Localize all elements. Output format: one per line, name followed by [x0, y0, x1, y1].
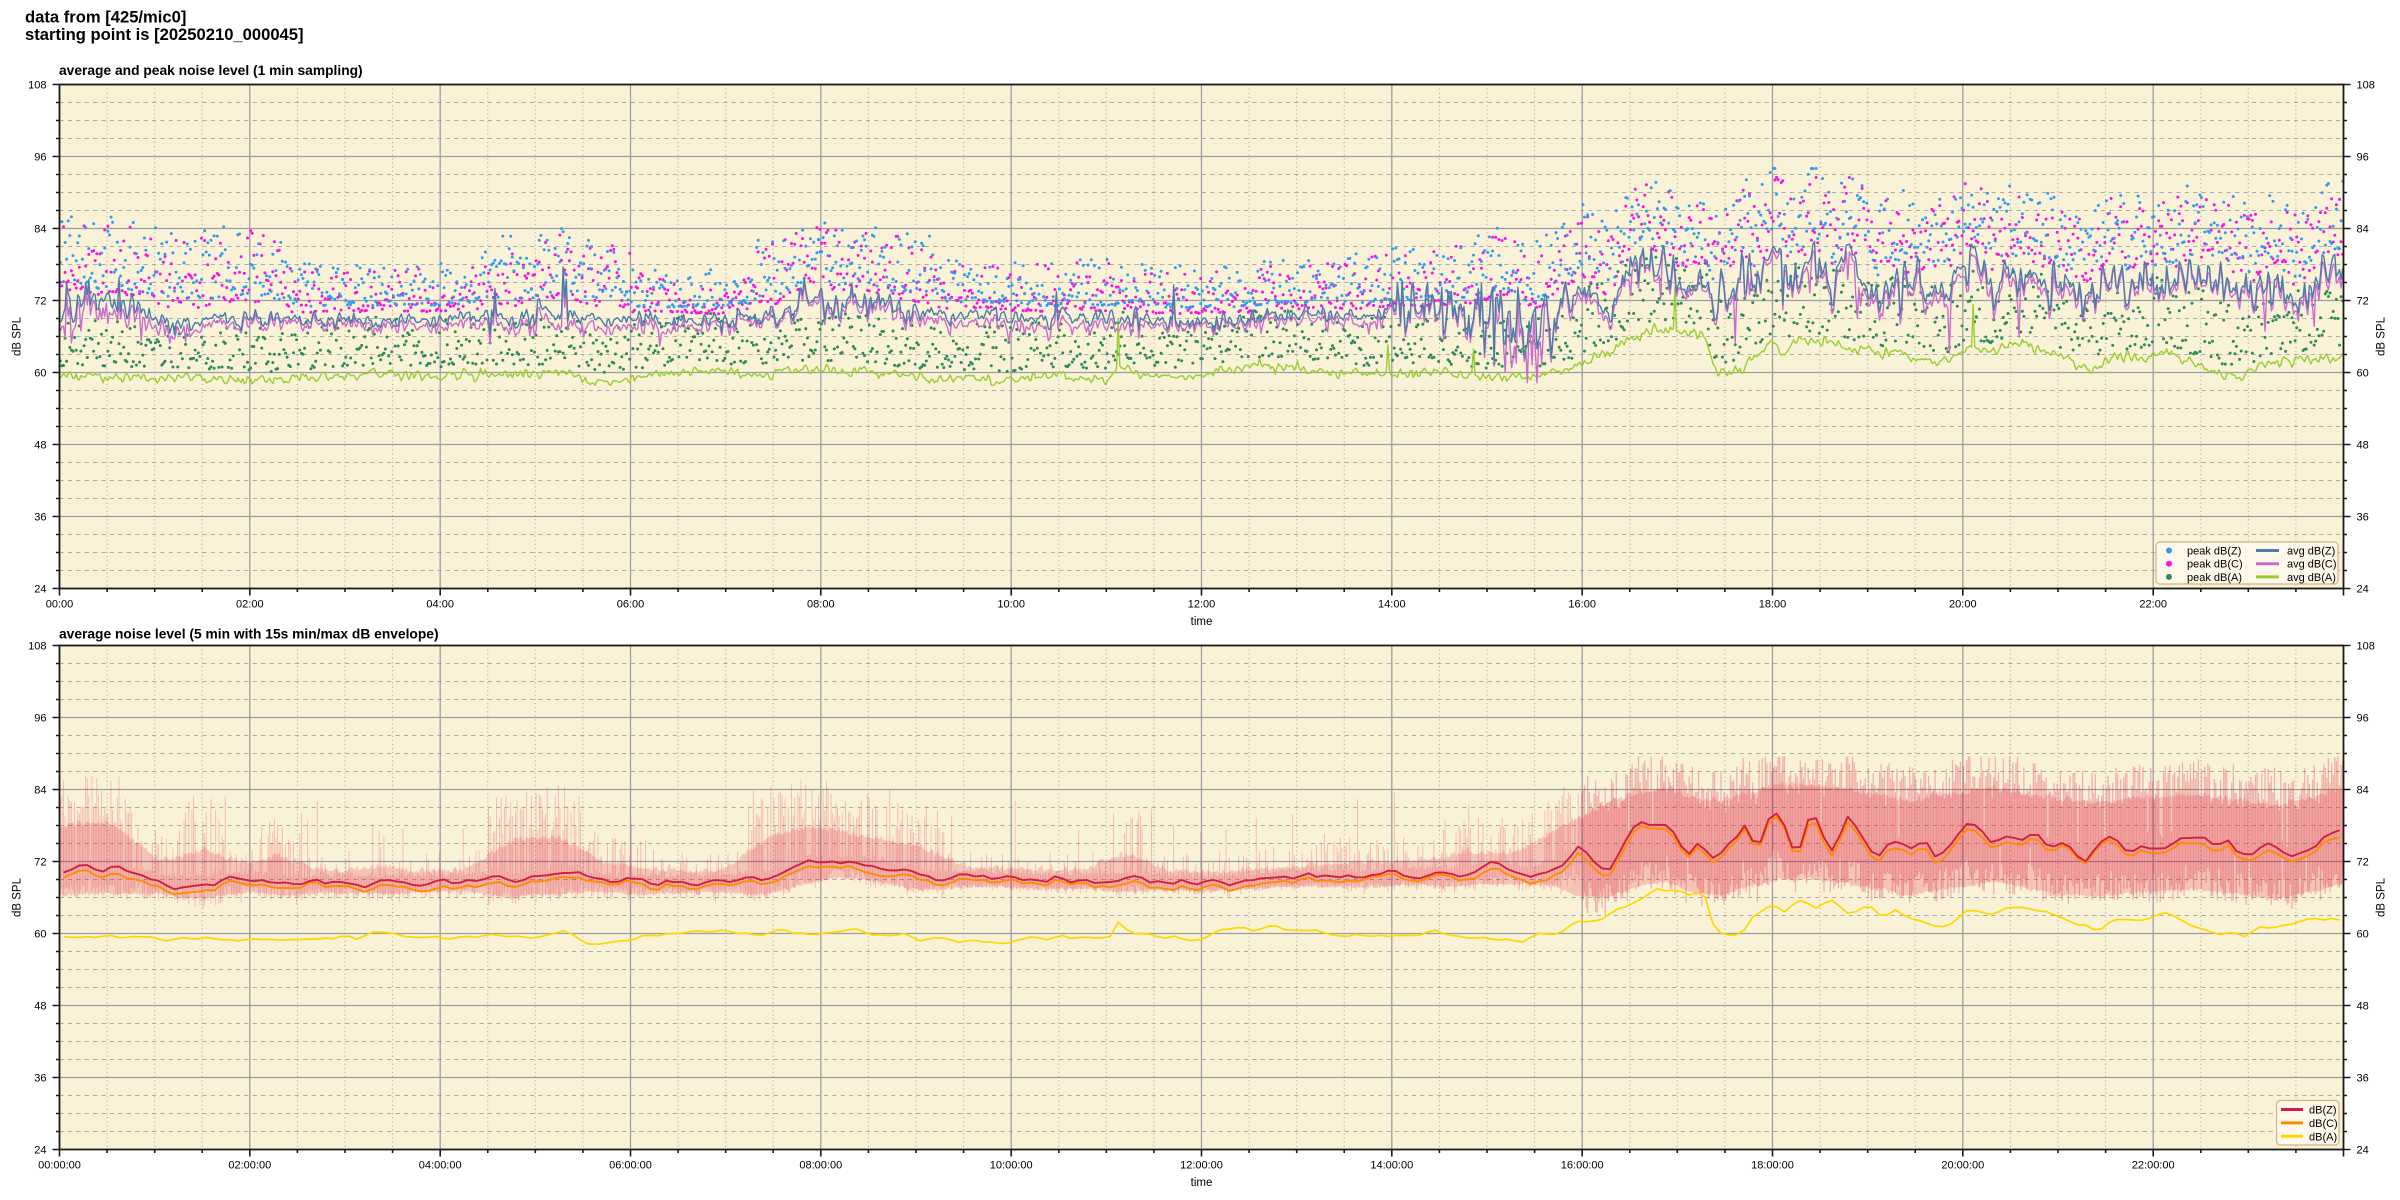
svg-text:14:00:00: 14:00:00 — [1370, 1160, 1413, 1172]
svg-text:96: 96 — [2357, 152, 2369, 164]
svg-text:36: 36 — [2357, 512, 2369, 524]
svg-text:84: 84 — [2357, 224, 2369, 236]
svg-text:22:00:00: 22:00:00 — [2132, 1160, 2175, 1172]
svg-text:36: 36 — [34, 512, 46, 524]
svg-text:06:00:00: 06:00:00 — [609, 1160, 652, 1172]
svg-text:00:00: 00:00 — [46, 599, 74, 611]
svg-text:60: 60 — [34, 929, 46, 941]
svg-text:08:00:00: 08:00:00 — [799, 1160, 842, 1172]
svg-text:24: 24 — [34, 584, 46, 596]
svg-text:06:00: 06:00 — [617, 599, 645, 611]
svg-text:72: 72 — [2357, 296, 2369, 308]
svg-text:avg dB(A): avg dB(A) — [2287, 572, 2336, 584]
svg-text:36: 36 — [34, 1073, 46, 1085]
svg-text:60: 60 — [34, 368, 46, 380]
svg-text:dB SPL: dB SPL — [2376, 316, 2388, 356]
svg-text:20:00:00: 20:00:00 — [1941, 1160, 1984, 1172]
svg-text:16:00: 16:00 — [1568, 599, 1596, 611]
svg-text:dB SPL: dB SPL — [2376, 877, 2388, 917]
svg-text:48: 48 — [2357, 1001, 2369, 1013]
svg-text:12:00: 12:00 — [1188, 599, 1216, 611]
svg-text:starting point is [20250210_00: starting point is [20250210_000045] — [25, 25, 304, 44]
svg-text:02:00:00: 02:00:00 — [228, 1160, 271, 1172]
svg-text:time: time — [1191, 1177, 1213, 1189]
svg-text:dB SPL: dB SPL — [12, 316, 24, 356]
svg-text:22:00: 22:00 — [2139, 599, 2167, 611]
svg-text:time: time — [1191, 616, 1213, 628]
svg-text:72: 72 — [34, 857, 46, 869]
svg-text:60: 60 — [2357, 929, 2369, 941]
svg-text:00:00:00: 00:00:00 — [38, 1160, 81, 1172]
svg-text:04:00: 04:00 — [426, 599, 454, 611]
svg-text:peak dB(Z): peak dB(Z) — [2187, 546, 2241, 558]
svg-text:10:00: 10:00 — [997, 599, 1025, 611]
svg-text:dB(Z): dB(Z) — [2309, 1105, 2337, 1117]
svg-text:14:00: 14:00 — [1378, 599, 1406, 611]
svg-text:108: 108 — [28, 80, 46, 92]
svg-text:84: 84 — [2357, 785, 2369, 797]
svg-text:average and peak noise level (: average and peak noise level (1 min samp… — [59, 63, 363, 78]
svg-text:02:00: 02:00 — [236, 599, 264, 611]
svg-text:96: 96 — [34, 152, 46, 164]
svg-text:peak dB(C): peak dB(C) — [2187, 559, 2243, 571]
svg-text:72: 72 — [2357, 857, 2369, 869]
svg-text:avg dB(C): avg dB(C) — [2287, 559, 2337, 571]
svg-text:108: 108 — [28, 641, 46, 653]
svg-text:avg dB(Z): avg dB(Z) — [2287, 546, 2335, 558]
svg-text:dB(A): dB(A) — [2309, 1131, 2337, 1143]
svg-text:peak dB(A): peak dB(A) — [2187, 572, 2242, 584]
svg-text:dB(C): dB(C) — [2309, 1118, 2338, 1130]
svg-text:20:00: 20:00 — [1949, 599, 1977, 611]
svg-text:108: 108 — [2357, 641, 2375, 653]
svg-text:18:00:00: 18:00:00 — [1751, 1160, 1794, 1172]
svg-text:48: 48 — [34, 1001, 46, 1013]
svg-text:108: 108 — [2357, 80, 2375, 92]
svg-text:36: 36 — [2357, 1073, 2369, 1085]
svg-text:10:00:00: 10:00:00 — [990, 1160, 1033, 1172]
svg-text:72: 72 — [34, 296, 46, 308]
svg-text:48: 48 — [2357, 440, 2369, 452]
svg-text:24: 24 — [34, 1145, 46, 1157]
svg-text:60: 60 — [2357, 368, 2369, 380]
svg-text:84: 84 — [34, 224, 46, 236]
svg-text:average noise level (5 min wit: average noise level (5 min with 15s min/… — [59, 627, 439, 642]
svg-text:data from [425/mic0]: data from [425/mic0] — [25, 8, 186, 27]
svg-text:08:00: 08:00 — [807, 599, 835, 611]
svg-text:12:00:00: 12:00:00 — [1180, 1160, 1223, 1172]
svg-text:24: 24 — [2357, 1145, 2369, 1157]
svg-text:04:00:00: 04:00:00 — [419, 1160, 462, 1172]
svg-text:24: 24 — [2357, 584, 2369, 596]
svg-text:18:00: 18:00 — [1759, 599, 1787, 611]
svg-text:48: 48 — [34, 440, 46, 452]
svg-text:16:00:00: 16:00:00 — [1561, 1160, 1604, 1172]
svg-text:96: 96 — [34, 713, 46, 725]
svg-text:84: 84 — [34, 785, 46, 797]
svg-text:96: 96 — [2357, 713, 2369, 725]
svg-text:dB SPL: dB SPL — [12, 877, 24, 917]
